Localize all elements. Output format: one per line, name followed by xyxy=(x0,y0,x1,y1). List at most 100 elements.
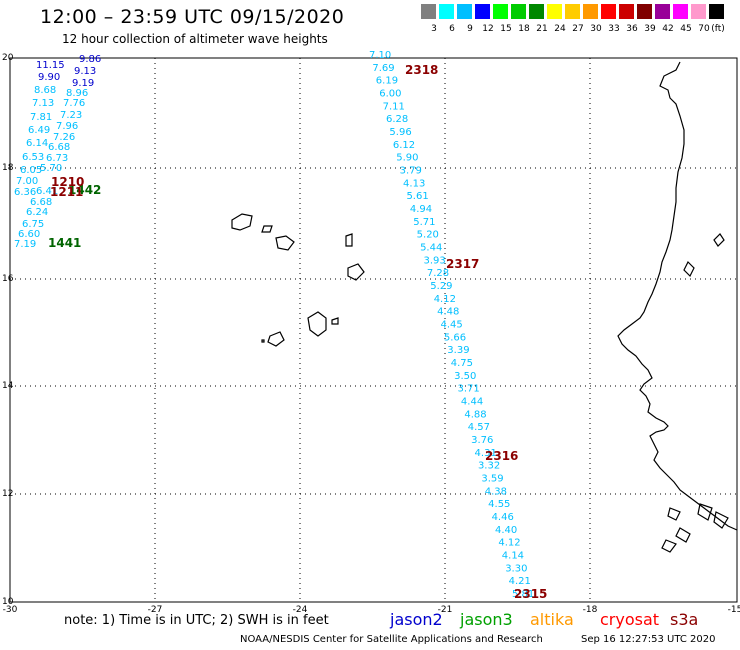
pass-time-label: 2318 xyxy=(405,63,438,77)
legend-level-label: 27 xyxy=(572,24,584,34)
wave-height-value: 4.21 xyxy=(509,576,531,587)
satellite-name-jason2: jason2 xyxy=(390,610,443,629)
legend-unit: (ft) xyxy=(711,24,725,34)
wave-height-value: 8.96 xyxy=(66,88,88,99)
legend-swatch xyxy=(619,4,634,19)
legend-level-label: 24 xyxy=(554,24,566,34)
wave-height-value: 4.14 xyxy=(502,551,524,562)
pass-time-label: 2316 xyxy=(485,449,518,463)
wave-height-value: 6.49 xyxy=(28,125,50,136)
legend-swatch xyxy=(637,4,652,19)
wave-height-value: 3.76 xyxy=(471,435,493,446)
legend-swatch xyxy=(565,4,580,19)
wave-height-value: 6.41 xyxy=(36,186,58,197)
generated-timestamp: Sep 16 12:27:53 UTC 2020 xyxy=(581,634,716,645)
wave-height-value: 5.70 xyxy=(40,163,62,174)
wave-height-value: 6.12 xyxy=(393,140,415,151)
map-title: 12:00 – 23:59 UTC 09/15/2020 xyxy=(40,6,345,28)
legend-swatch xyxy=(583,4,598,19)
wave-height-value: 5.20 xyxy=(417,230,439,241)
wave-height-value: 4.38 xyxy=(485,486,507,497)
legend-swatch xyxy=(439,4,454,19)
wave-height-value: 6.36 xyxy=(14,187,36,198)
satellite-name-altika: altika xyxy=(530,610,574,629)
wave-height-value: 7.23 xyxy=(60,110,82,121)
legend-swatch xyxy=(547,4,562,19)
wave-height-value: 8.68 xyxy=(34,85,56,96)
legend-swatch xyxy=(457,4,472,19)
satellite-name-cryosat: cryosat xyxy=(600,610,660,629)
pass-time-label: 1211 xyxy=(50,185,83,199)
wave-height-value: 5.81 xyxy=(512,589,534,600)
legend-swatch xyxy=(673,4,688,19)
map-subtitle: 12 hour collection of altimeter wave hei… xyxy=(62,32,328,46)
lat-tick-label: 14 xyxy=(2,381,14,391)
wave-height-value: 11.15 xyxy=(36,60,65,71)
wave-height-value: 5.29 xyxy=(430,281,452,292)
pass-time-label: 1210 xyxy=(51,175,84,189)
legend-level-label: 15 xyxy=(500,24,512,34)
wave-height-value: 4.12 xyxy=(434,294,456,305)
legend-swatch xyxy=(493,4,508,19)
wave-height-value: 4.48 xyxy=(437,307,459,318)
wave-height-value: 7.28 xyxy=(427,268,449,279)
coastline-africa xyxy=(617,61,738,553)
legend-level-label: 12 xyxy=(482,24,494,34)
lat-tick-label: 10 xyxy=(2,597,14,607)
wave-height-value: 4.46 xyxy=(492,512,514,523)
pass-time-label: 1442 xyxy=(68,183,101,197)
legend-level-label: 42 xyxy=(662,24,674,34)
lat-tick-label: 16 xyxy=(2,274,14,284)
wave-height-value: 6.28 xyxy=(386,114,408,125)
wave-height-value: 7.19 xyxy=(14,239,36,250)
wave-height-value: 3.79 xyxy=(400,166,422,177)
wave-height-value: 5.61 xyxy=(406,191,428,202)
legend-swatch xyxy=(511,4,526,19)
lon-tick-label: -30 xyxy=(3,605,18,615)
lon-tick-label: -27 xyxy=(148,605,163,615)
wave-height-value: 3.93 xyxy=(423,255,445,266)
pass-time-label: 1441 xyxy=(48,236,81,250)
wave-height-value: 5.44 xyxy=(420,243,442,254)
legend-level-label: 30 xyxy=(590,24,602,34)
legend-swatch xyxy=(421,4,436,19)
wave-height-value: 7.26 xyxy=(53,132,75,143)
wave-height-value: 5.71 xyxy=(413,217,435,228)
wave-height-value: 4.94 xyxy=(410,204,432,215)
wave-height-value: 4.57 xyxy=(468,422,490,433)
credit-line: NOAA/NESDIS Center for Satellite Applica… xyxy=(240,634,543,645)
wave-height-value: 6.19 xyxy=(376,76,398,87)
pass-time-label: 2317 xyxy=(446,257,479,271)
wave-height-value: 4.55 xyxy=(488,499,510,510)
wave-height-value: 9.90 xyxy=(38,72,60,83)
wave-height-value: 5.90 xyxy=(396,153,418,164)
wave-height-value: 5.96 xyxy=(389,127,411,138)
wave-height-value: 4.75 xyxy=(451,358,473,369)
wave-height-value: 4.44 xyxy=(461,397,483,408)
wave-height-value: 7.81 xyxy=(30,112,52,123)
wave-height-value: 4.88 xyxy=(464,409,486,420)
lon-tick-label: -15 xyxy=(728,605,740,615)
legend-level-label: 33 xyxy=(608,24,620,34)
wave-height-value: 6.05 xyxy=(20,165,42,176)
wave-height-value: 3.50 xyxy=(454,371,476,382)
wave-height-value: 6.60 xyxy=(18,229,40,240)
wave-height-value: 3.32 xyxy=(478,461,500,472)
wave-height-value: 6.73 xyxy=(46,153,68,164)
legend-swatch xyxy=(529,4,544,19)
legend-level-label: 70 xyxy=(698,24,710,34)
wave-height-value: 4.13 xyxy=(403,178,425,189)
wave-height-value: 4.40 xyxy=(495,525,517,536)
lat-tick-label: 18 xyxy=(2,163,14,173)
satellite-name-s3a: s3a xyxy=(670,610,699,629)
wave-height-value: 6.53 xyxy=(22,152,44,163)
wave-height-value: 3.59 xyxy=(481,474,503,485)
wave-height-value: 6.24 xyxy=(26,207,48,218)
wave-height-track: 7.10 7.69 6.19 6.007.11 6.28 5.96 6.12 5.90 3.79… xyxy=(14,50,547,601)
satellite-name-jason3: jason3 xyxy=(460,610,513,629)
wave-height-value: 4.31 xyxy=(475,448,497,459)
legend-level-label: 36 xyxy=(626,24,638,34)
wave-height-value: 7.13 xyxy=(32,98,54,109)
wave-height-value: 3.71 xyxy=(458,384,480,395)
